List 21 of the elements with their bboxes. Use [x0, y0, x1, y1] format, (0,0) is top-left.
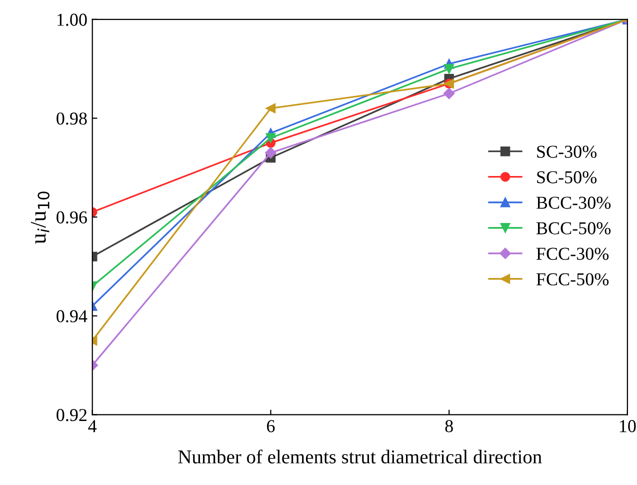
legend-label: BCC-50%	[536, 222, 611, 234]
point	[265, 147, 276, 158]
point	[444, 64, 454, 74]
x-tick-label: 4	[88, 420, 97, 432]
legend-label: BCC-30%	[536, 196, 611, 209]
x-tick-label: 10	[620, 420, 636, 432]
y-tick-label: 0.94	[56, 310, 88, 322]
legend-label: SC-30%	[537, 146, 597, 158]
x-axis-title: Number of elements strut diametrical direction	[178, 450, 542, 464]
legend-label: FCC-30%	[536, 248, 609, 260]
y-tick-label: 0.92	[56, 408, 87, 422]
y-tick-label: 0.96	[56, 211, 87, 224]
x-tick-label: 6	[266, 420, 275, 432]
legend-label: SC-50%	[537, 171, 597, 184]
x-tick-label: 8	[445, 420, 453, 432]
legend-label: FCC-50%	[536, 273, 609, 286]
point	[443, 88, 455, 100]
y-axis-title: u$_{i}$/u$_{10}$	[30, 192, 50, 244]
y-tick-label: 1.00	[57, 14, 87, 26]
point	[266, 133, 276, 143]
y-tick-label: 0.98	[56, 112, 87, 125]
